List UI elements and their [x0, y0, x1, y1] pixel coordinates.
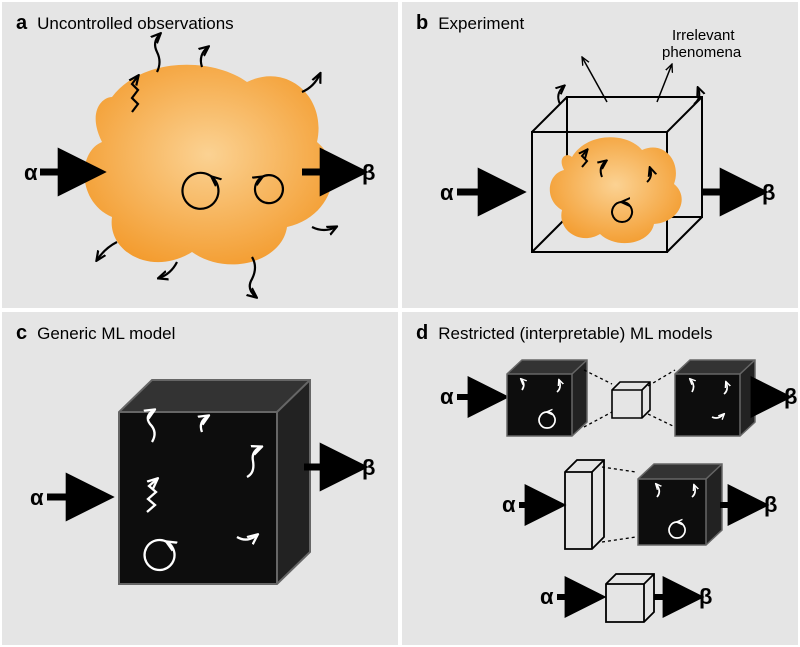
annotation-line2: phenomena [662, 44, 742, 61]
beta-label: β [362, 455, 375, 480]
beta-label: β [762, 180, 775, 205]
alpha-label: α [30, 485, 44, 510]
blob-small [550, 137, 682, 243]
beta-label: β [699, 584, 712, 609]
alpha-label: α [24, 160, 38, 185]
panel-b-svg: Irrelevant phenomena [402, 2, 798, 308]
black-cube [119, 380, 310, 584]
blob-shape [84, 65, 332, 265]
row3: α β [540, 574, 712, 622]
alpha-label: α [502, 492, 516, 517]
row1: α [440, 360, 797, 436]
beta-label: β [362, 160, 375, 185]
panel-a: a Uncontrolled observations α [0, 0, 400, 310]
beta-label: β [764, 492, 777, 517]
beta-label: β [784, 384, 797, 409]
alpha-label: α [440, 180, 454, 205]
row2: α [502, 460, 777, 549]
panel-d-svg: α [402, 312, 798, 645]
panel-b: b Experiment Irrelevant [400, 0, 800, 310]
panel-d: d Restricted (interpretable) ML models α [400, 310, 800, 647]
panel-c-svg: α β [2, 312, 398, 645]
panel-c: c Generic ML model [0, 310, 400, 647]
alpha-label: α [540, 584, 554, 609]
irrelevant-arrow-1 [582, 57, 607, 102]
figure-grid: a Uncontrolled observations α [0, 0, 800, 647]
annotation-line1: Irrelevant [672, 27, 735, 44]
panel-a-svg: α β [2, 2, 398, 308]
alpha-label: α [440, 384, 454, 409]
